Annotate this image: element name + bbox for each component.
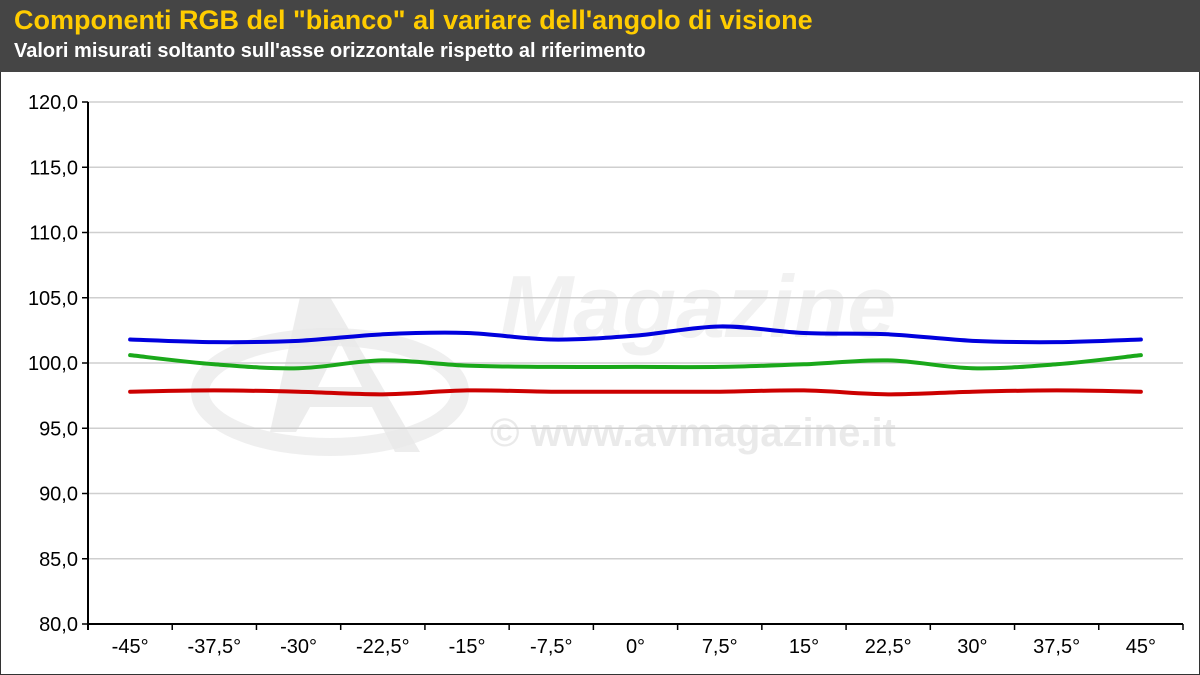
chart-title: Componenti RGB del "bianco" al variare d… [14, 5, 813, 35]
y-tick-label: 100,0 [28, 353, 78, 375]
chart-header: Componenti RGB del "bianco" al variare d… [0, 0, 1200, 72]
grid [88, 101, 1183, 625]
x-tick-label: 7,5° [702, 636, 738, 658]
y-tick-label: 105,0 [28, 288, 78, 310]
x-tick-label: 22,5° [865, 636, 912, 658]
watermark: Magazine © www.avmagazine.it [191, 257, 896, 456]
y-tick-label: 90,0 [39, 484, 78, 506]
watermark-url: © www.avmagazine.it [490, 411, 896, 455]
x-tick-label: -37,5° [188, 636, 242, 658]
series-line-2 [128, 388, 1143, 397]
y-tick-label: 80,0 [39, 614, 78, 636]
x-tick-label: 30° [957, 636, 987, 658]
axes [87, 102, 1183, 630]
x-tick-label: -30° [280, 636, 317, 658]
series-lines [128, 324, 1143, 397]
x-axis-ticks: -45° -37,5° -30° -22,5° -15° -7,5° 0° 7,5° 15° 22… [87, 624, 1184, 658]
y-tick-label: 95,0 [39, 418, 78, 440]
y-tick-label: 120,0 [28, 92, 78, 114]
chart-subtitle: Valori misurati soltanto sull'asse orizz… [14, 40, 646, 62]
x-tick-label: -45° [112, 636, 149, 658]
x-tick-label: 15° [789, 636, 819, 658]
series-line-0 [128, 324, 1143, 345]
y-tick-label: 115,0 [29, 157, 78, 179]
line-chart: Magazine © www.avmagazine.it 80,0 85,0 90,… [28, 92, 1184, 658]
x-tick-label: -22,5° [356, 636, 410, 658]
x-tick-label: 0° [626, 636, 645, 658]
x-tick-label: 37,5° [1033, 636, 1080, 658]
y-tick-label: 110,0 [29, 223, 78, 245]
x-tick-label: 45° [1126, 636, 1156, 658]
x-tick-label: -7,5° [530, 636, 572, 658]
y-axis-ticks: 80,0 85,0 90,0 95,0 100,0 105,0 110,0 115,0 120,… [28, 92, 88, 636]
y-tick-label: 85,0 [39, 549, 78, 571]
x-tick-label: -15° [449, 636, 486, 658]
series-line-1 [128, 353, 1143, 371]
